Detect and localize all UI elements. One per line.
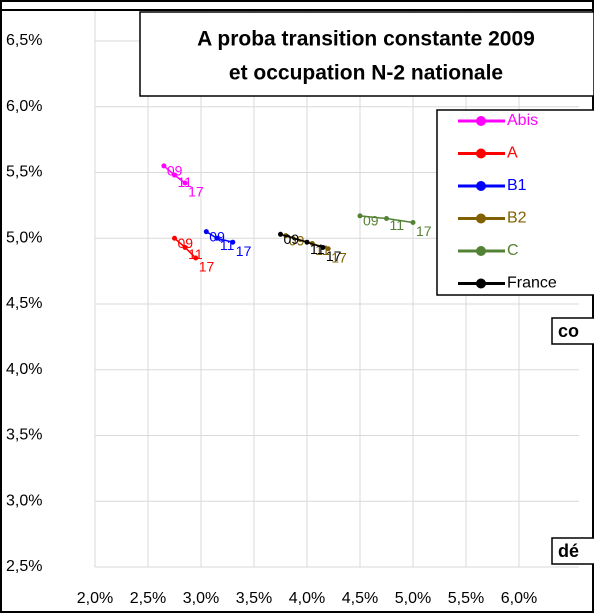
- chart-title: A proba transition constante 2009: [197, 28, 535, 51]
- point: [320, 244, 326, 250]
- annotation-box: [551, 537, 594, 565]
- title-box: [139, 11, 594, 97]
- x-tick-label: 2,0%: [77, 590, 113, 607]
- annotation-box: [551, 317, 594, 345]
- point-label: 11: [310, 241, 325, 257]
- legend-label: C: [507, 242, 519, 259]
- annotation: dé: [558, 541, 579, 561]
- point: [278, 231, 283, 237]
- point-label: 09: [284, 231, 300, 247]
- point-label: 09: [178, 235, 194, 251]
- x-tick-label: 2,5%: [130, 590, 166, 607]
- point: [214, 235, 220, 241]
- point-label: 09: [167, 163, 183, 179]
- x-tick-label: 3,5%: [236, 590, 272, 607]
- x-tick-label: 5,5%: [448, 590, 484, 607]
- x-tick-label: 6,0%: [501, 590, 537, 607]
- point-label: 17: [331, 249, 347, 265]
- point: [203, 229, 209, 235]
- x-tick-label: 5,0%: [395, 590, 431, 607]
- point: [357, 213, 363, 219]
- point: [325, 246, 331, 252]
- y-tick-label: 5,5%: [6, 164, 42, 181]
- legend-label: Abis: [507, 112, 538, 129]
- y-tick-label: 5,0%: [6, 229, 42, 246]
- point: [172, 172, 177, 178]
- point-label: 17: [236, 243, 252, 259]
- point-label: 17: [188, 184, 204, 200]
- legend-label: B1: [507, 177, 527, 194]
- y-tick-label: 4,5%: [6, 295, 42, 312]
- point: [193, 255, 199, 261]
- legend-marker: [476, 246, 486, 256]
- legend-marker: [476, 181, 486, 191]
- y-tick-label: 3,0%: [6, 492, 42, 509]
- legend: [436, 109, 594, 296]
- y-tick-label: 3,5%: [6, 427, 42, 444]
- point-label: 11: [390, 217, 405, 233]
- point-label: 11: [220, 237, 235, 253]
- legend-marker: [476, 213, 486, 224]
- x-tick-label: 4,5%: [342, 590, 378, 607]
- chart-title: et occupation N-2 nationale: [229, 62, 503, 85]
- x-tick-label: 4,0%: [289, 590, 325, 607]
- point: [410, 219, 416, 225]
- legend-marker: [476, 116, 486, 126]
- x-tick-label: 3,0%: [183, 590, 219, 607]
- point-label: 11: [188, 246, 203, 262]
- legend-label: B2: [507, 210, 527, 227]
- point: [304, 239, 310, 245]
- y-tick-label: 4,0%: [6, 361, 42, 378]
- legend-label: A: [507, 145, 518, 162]
- point: [230, 239, 236, 245]
- y-tick-label: 6,5%: [6, 32, 42, 49]
- point-label: 17: [199, 259, 215, 275]
- point: [161, 163, 167, 169]
- point-label: 09: [289, 232, 305, 248]
- point: [182, 180, 188, 186]
- point-label: 17: [326, 248, 342, 264]
- point: [182, 244, 188, 250]
- legend-label: France: [507, 275, 557, 292]
- point: [384, 216, 389, 222]
- point: [172, 235, 177, 241]
- annotation: co: [558, 321, 579, 341]
- point-label: 09: [363, 213, 379, 229]
- point-label: 17: [416, 223, 432, 239]
- legend-marker: [476, 148, 486, 159]
- legend-marker: [476, 278, 486, 289]
- y-tick-label: 6,0%: [6, 98, 42, 115]
- y-tick-label: 2,5%: [6, 558, 42, 575]
